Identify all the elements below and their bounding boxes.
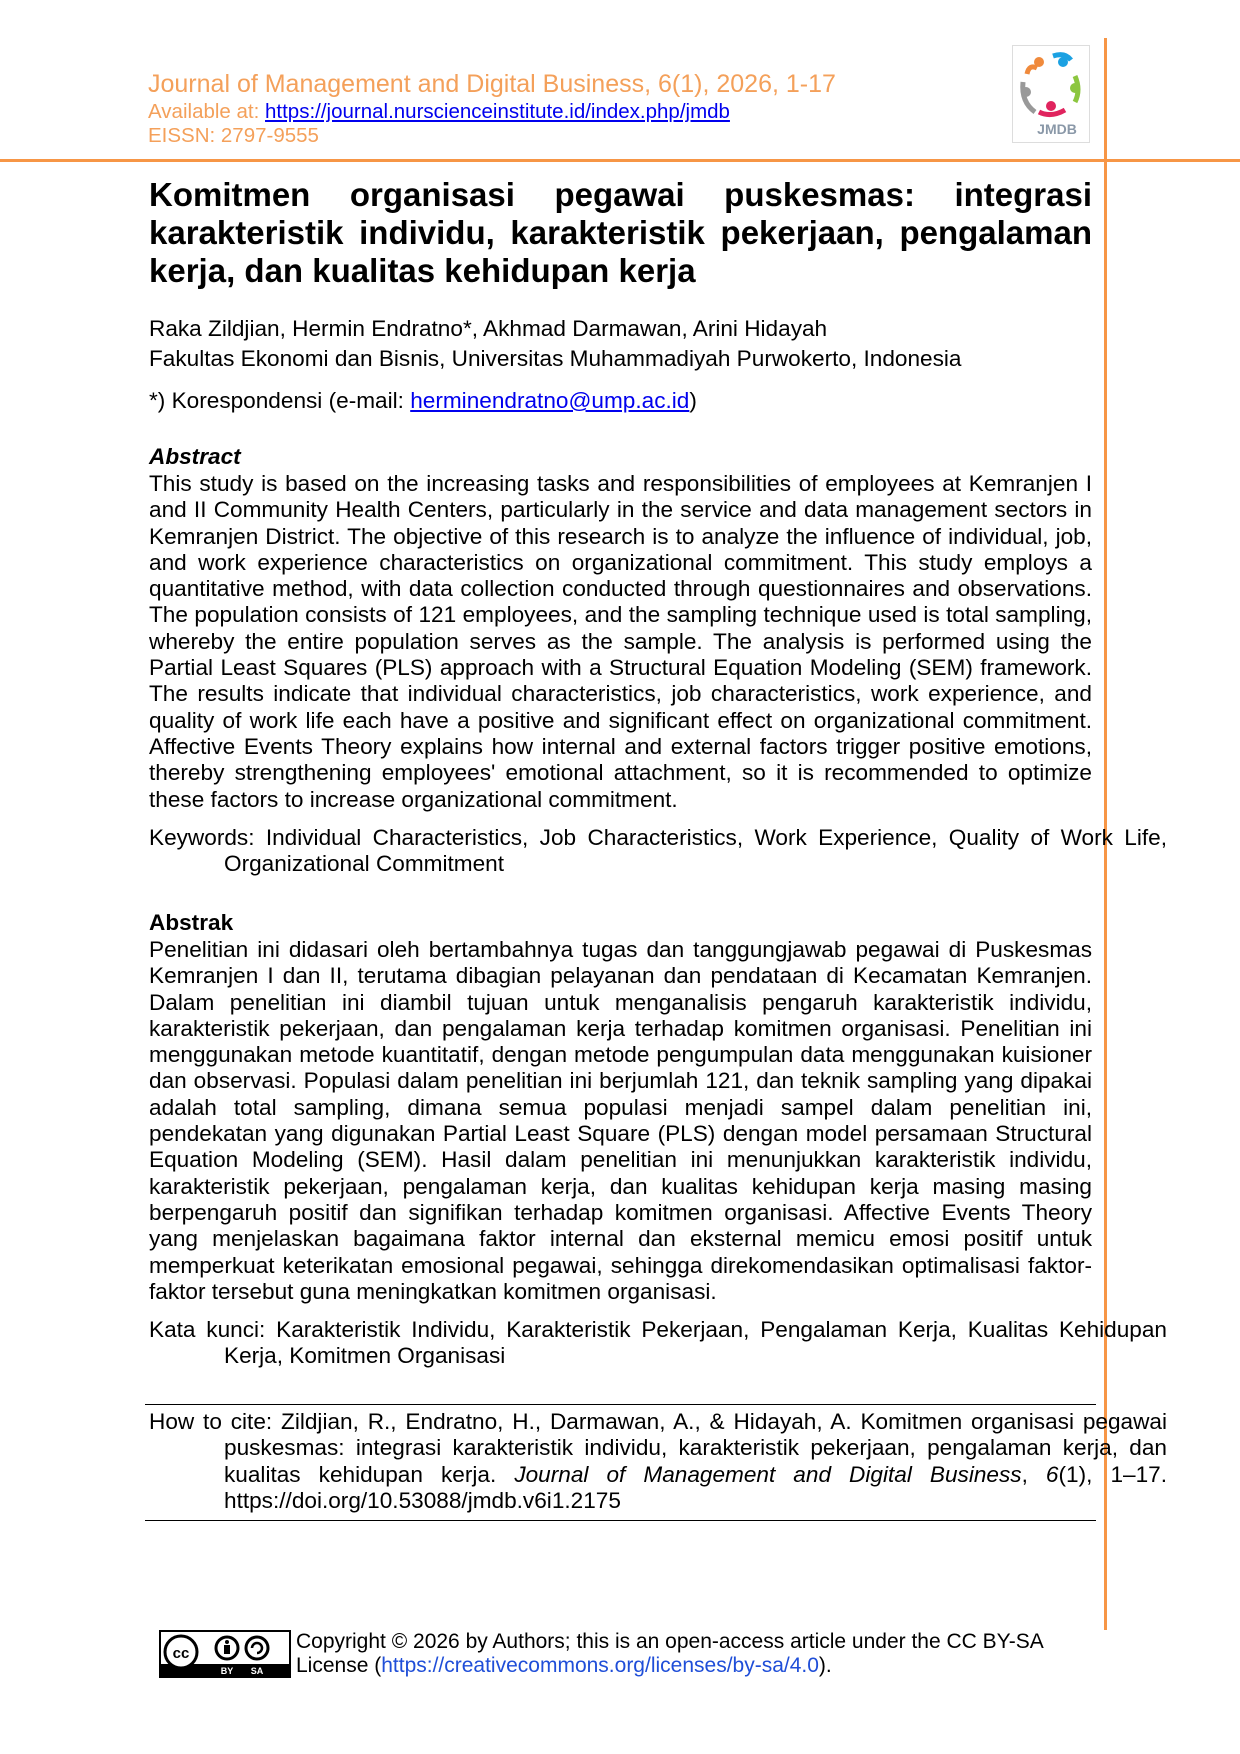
abstract-heading: Abstract bbox=[149, 444, 241, 469]
cc-by-sa-badge[interactable]: cc BY SA bbox=[159, 1630, 291, 1678]
cc-label: cc bbox=[173, 1645, 190, 1662]
license-line: License (https://creativecommons.org/lic… bbox=[296, 1654, 1044, 1678]
license-prefix: License ( bbox=[296, 1654, 382, 1677]
abstrak-heading: Abstrak bbox=[149, 910, 234, 935]
available-label: Available at: bbox=[148, 100, 266, 123]
citation-sep: , bbox=[1021, 1461, 1046, 1487]
jmdb-logo-icon: JMDB bbox=[1020, 52, 1081, 137]
correspondence: *) Korespondensi (e-mail: herminendratno… bbox=[149, 388, 697, 414]
how-to-cite-box: How to cite: Zildjian, R., Endratno, H.,… bbox=[145, 1404, 1167, 1522]
availability-line: Available at: https://journal.nurscience… bbox=[148, 100, 730, 124]
kata-kunci: Kata kunci: Karakteristik Individu, Kara… bbox=[149, 1317, 1167, 1369]
sa-label: SA bbox=[251, 1666, 264, 1676]
citation-journal: Journal of Management and Digital Busine… bbox=[514, 1461, 1022, 1487]
abstrak-text: Penelitian ini didasari oleh bertambahny… bbox=[149, 937, 1092, 1304]
cc-by-sa-icon: cc BY SA bbox=[161, 1634, 289, 1676]
header-divider bbox=[0, 159, 1240, 162]
journal-citation-line: Journal of Management and Digital Busine… bbox=[148, 70, 836, 98]
journal-url-link[interactable]: https://journal.nurscienceinstitute.id/i… bbox=[265, 100, 730, 123]
citation-doi: (1), 1–17. https://doi.org/10.53088/jmdb… bbox=[224, 1461, 1167, 1513]
correspondence-close: ) bbox=[689, 388, 697, 413]
citation-text: How to cite: Zildjian, R., Endratno, H.,… bbox=[149, 1409, 1167, 1487]
citation-volume: 6 bbox=[1045, 1461, 1059, 1487]
abstract-text: This study is based on the increasing ta… bbox=[149, 471, 1092, 812]
correspondence-label: *) Korespondensi (e-mail: bbox=[149, 388, 411, 413]
copyright-line: Copyright © 2026 by Authors; this is an … bbox=[296, 1630, 1044, 1653]
eissn: EISSN: 2797-9555 bbox=[148, 124, 319, 147]
by-label: BY bbox=[221, 1666, 234, 1676]
correspondence-email-link[interactable]: herminendratno@ump.ac.id bbox=[410, 388, 690, 413]
how-to-cite: How to cite: Zildjian, R., Endratno, H.,… bbox=[149, 1409, 1167, 1514]
license-url-link[interactable]: https://creativecommons.org/licenses/by-… bbox=[381, 1654, 819, 1677]
affiliation: Fakultas Ekonomi dan Bisnis, Universitas… bbox=[149, 346, 962, 371]
authors: Raka Zildjian, Hermin Endratno*, Akhmad … bbox=[149, 316, 828, 341]
copyright-notice: Copyright © 2026 by Authors; this is an … bbox=[296, 1630, 1044, 1678]
keywords: Keywords: Individual Characteristics, Jo… bbox=[149, 825, 1167, 877]
margin-rule bbox=[1104, 38, 1107, 1630]
journal-logo: JMDB bbox=[1012, 45, 1090, 143]
logo-text: JMDB bbox=[1037, 121, 1077, 137]
article-title: Komitmen organisasi pegawai puskesmas: i… bbox=[149, 176, 1092, 289]
license-suffix: ). bbox=[818, 1654, 832, 1677]
